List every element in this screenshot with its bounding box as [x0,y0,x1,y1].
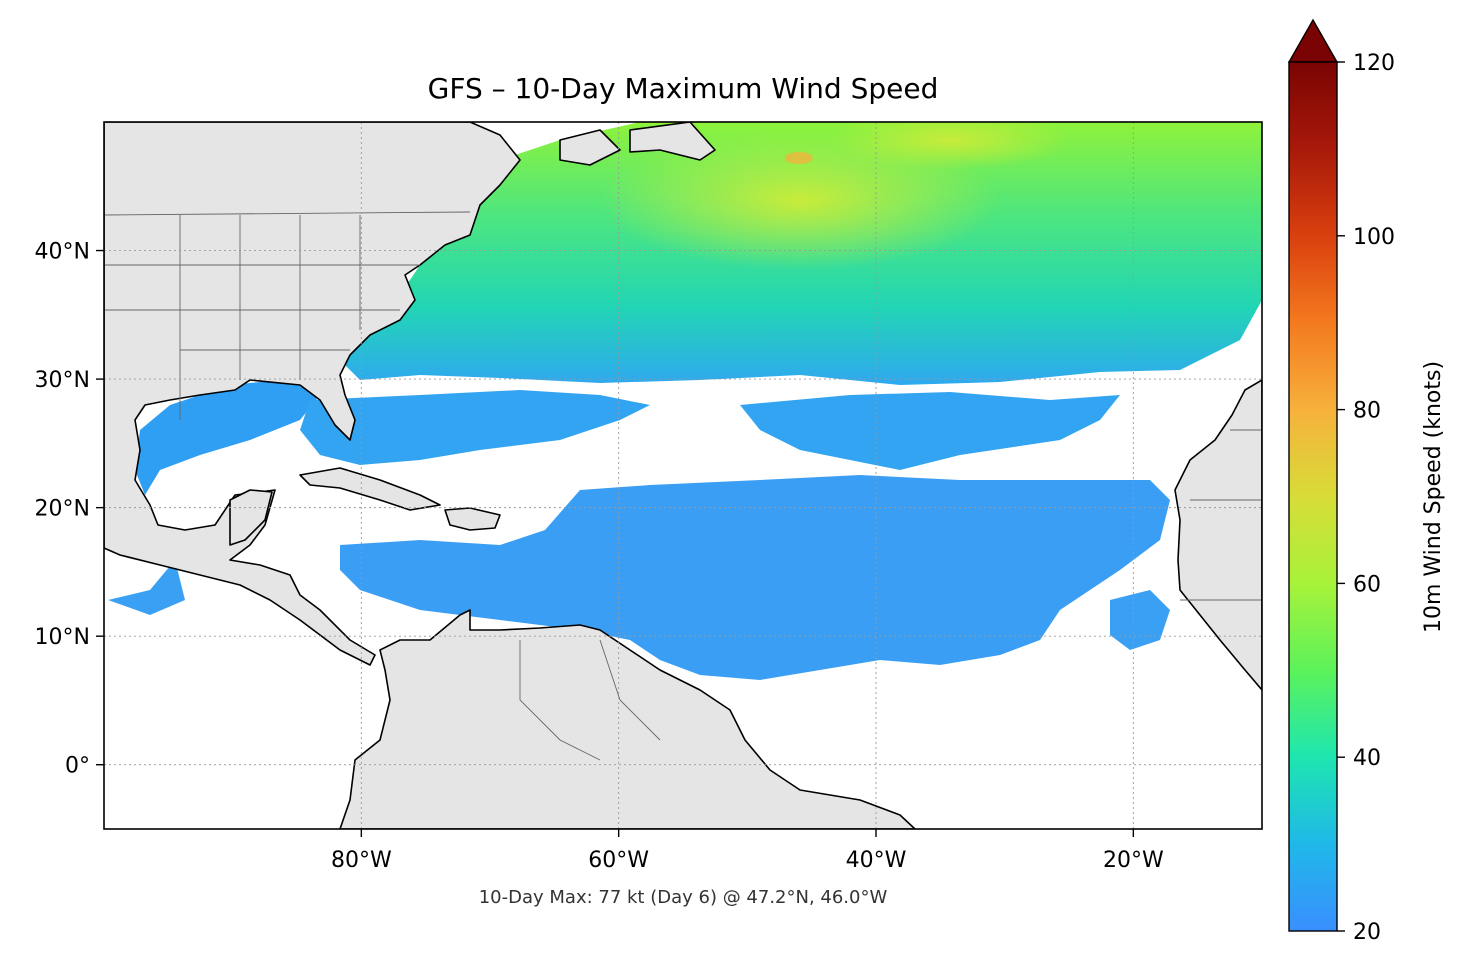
lat-tick-label: 40°N [35,240,90,265]
colorbar-tick-label: 60 [1353,572,1381,597]
map-layers [104,122,1262,829]
colorbar-ticks: 20 40 60 80 100 120 [1337,51,1395,945]
wind-field-gulf [135,378,320,495]
colorbar-tick-label: 40 [1353,746,1381,771]
colorbar-tick-label: 20 [1353,920,1381,945]
lat-tick-label: 10°N [35,625,90,650]
wind-field-trades [340,475,1170,680]
colorbar: 20 40 60 80 100 120 10m Wind Speed (knots) [1287,18,1446,945]
lat-tick-label: 30°N [35,368,90,393]
longitude-axis: 80°W 60°W 40°W 20°W [331,829,1164,873]
lon-tick-label: 40°W [846,848,907,873]
colorbar-label: 10m Wind Speed (knots) [1421,361,1446,633]
wind-field-pacific-patch [108,560,185,615]
gridlines [104,122,1262,829]
political-borders [104,211,1262,761]
map-title: GFS – 10-Day Maximum Wind Speed [428,72,939,105]
max-wind-hotspot [784,151,813,164]
land-north-america [104,122,521,666]
colorbar-gradient [1288,61,1338,932]
wind-field-core-east [830,122,1070,170]
lon-tick-label: 60°W [588,848,649,873]
lat-tick-label: 0° [65,754,90,779]
colorbar-tick-label: 80 [1353,399,1381,424]
max-wind-footnote: 10-Day Max: 77 kt (Day 6) @ 47.2°N, 46.0… [479,887,888,908]
lon-tick-label: 80°W [331,848,392,873]
land-masses [104,122,1262,829]
land-yucatan [229,489,273,546]
colorbar-tick-label: 100 [1353,225,1395,250]
wind-field-subtropics-east [740,392,1120,470]
lon-tick-label: 20°W [1103,848,1164,873]
latitude-axis: 40°N 30°N 20°N 10°N 0° [35,240,104,779]
wind-speed-field [108,122,1262,680]
wind-field-west-africa [1110,590,1170,650]
land-africa [1174,379,1262,691]
lat-tick-label: 20°N [35,497,90,522]
map-frame [103,121,1263,830]
colorbar-tick-label: 120 [1353,51,1395,76]
land-south-america [339,609,916,829]
land-newfoundland-maritimes [559,122,716,166]
colorbar-extend-arrow [1287,18,1339,63]
wind-field-subtropics [300,390,650,465]
